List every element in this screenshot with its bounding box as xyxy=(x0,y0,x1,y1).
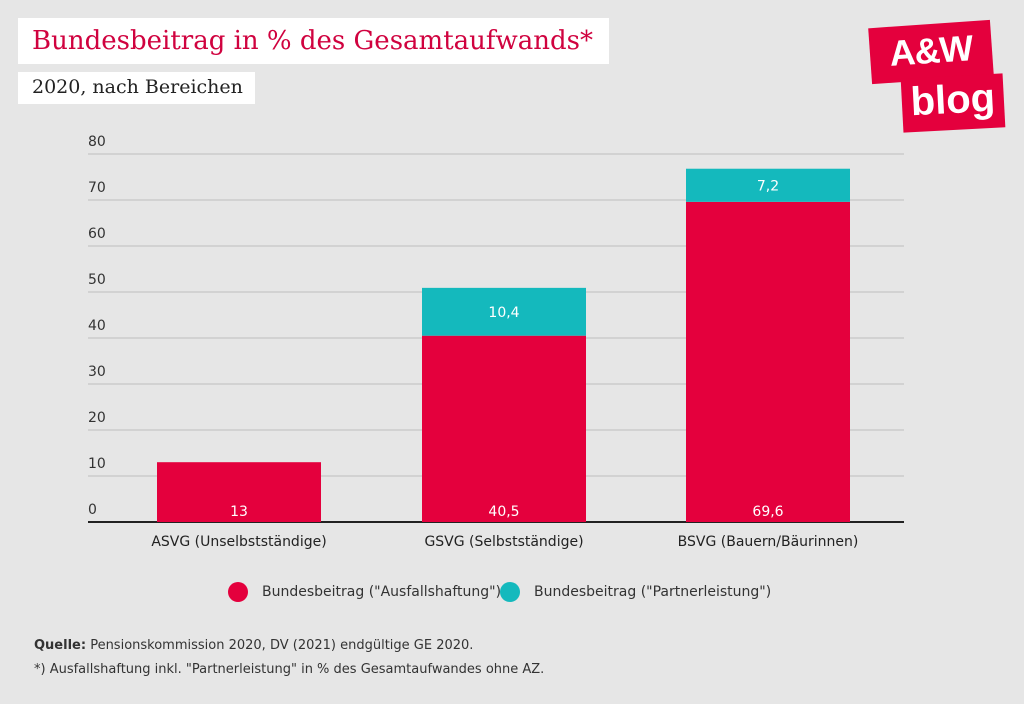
source-label: Quelle: xyxy=(34,638,87,653)
legend-swatch-partnerleistung xyxy=(500,582,520,602)
legend-item-ausfallshaftung: Bundesbeitrag ("Ausfallshaftung") xyxy=(228,582,501,602)
chart-subtitle: 2020, nach Bereichen xyxy=(32,76,243,98)
stacked-bar-chart: 0 10 20 30 40 50 60 70 80 13 ASVG (Unselbstständig… xyxy=(88,134,904,550)
y-tick-label-0: 0 xyxy=(88,502,97,518)
y-tick-label-40: 40 xyxy=(88,318,106,334)
data-label-partnerleistung-2: 7,2 xyxy=(757,178,779,194)
y-tick-label-10: 10 xyxy=(88,456,106,472)
x-category-label-0: ASVG (Unselbstständige) xyxy=(151,534,326,550)
x-category-label-1: GSVG (Selbstständige) xyxy=(424,534,583,550)
y-tick-label-20: 20 xyxy=(88,410,106,426)
data-label-ausfallshaftung-1: 40,5 xyxy=(488,504,519,520)
y-tick-label-80: 80 xyxy=(88,134,106,150)
bar-partnerleistung-1 xyxy=(422,287,586,336)
source-line: Quelle: Pensionskommission 2020, DV (202… xyxy=(34,638,473,653)
y-tick-label-50: 50 xyxy=(88,272,106,288)
legend-item-partnerleistung: Bundesbeitrag ("Partnerleistung") xyxy=(500,582,771,602)
data-label-ausfallshaftung-2: 69,6 xyxy=(752,504,783,520)
data-label-partnerleistung-1: 10,4 xyxy=(488,305,519,321)
bar-ausfallshaftung-1 xyxy=(422,335,586,522)
x-category-label-2: BSVG (Bauern/Bäurinnen) xyxy=(678,534,859,550)
legend-swatch-ausfallshaftung xyxy=(228,582,248,602)
footnote: *) Ausfallshaftung inkl. "Partnerleistun… xyxy=(34,662,545,677)
source-text: Pensionskommission 2020, DV (2021) endgü… xyxy=(86,638,474,653)
y-tick-label-60: 60 xyxy=(88,226,106,242)
legend-label-partnerleistung: Bundesbeitrag ("Partnerleistung") xyxy=(534,584,772,600)
title-box: Bundesbeitrag in % des Gesamtaufwands* xyxy=(18,18,609,64)
bar-partnerleistung-2 xyxy=(686,168,850,202)
legend: Bundesbeitrag ("Ausfallshaftung") Bundes… xyxy=(0,582,1024,606)
data-label-ausfallshaftung-0: 13 xyxy=(230,504,248,520)
bar-ausfallshaftung-2 xyxy=(686,201,850,522)
bar-ausfallshaftung-0 xyxy=(157,462,321,522)
chart-title: Bundesbeitrag in % des Gesamtaufwands* xyxy=(32,26,593,56)
legend-label-ausfallshaftung: Bundesbeitrag ("Ausfallshaftung") xyxy=(262,584,502,600)
subtitle-box: 2020, nach Bereichen xyxy=(18,72,255,104)
y-tick-label-30: 30 xyxy=(88,364,106,380)
y-tick-label-70: 70 xyxy=(88,180,106,196)
